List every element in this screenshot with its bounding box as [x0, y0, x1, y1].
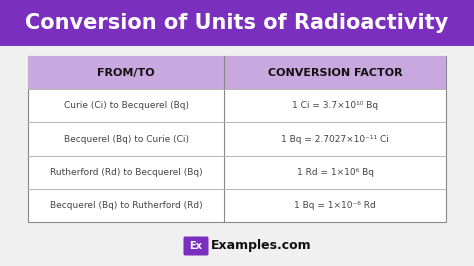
Text: Ex: Ex — [190, 241, 202, 251]
Bar — [28, 56, 446, 89]
FancyBboxPatch shape — [183, 236, 209, 256]
Text: 1 Rd = 1×10⁶ Bq: 1 Rd = 1×10⁶ Bq — [297, 168, 374, 177]
Text: Rutherford (Rd) to Becquerel (Bq): Rutherford (Rd) to Becquerel (Bq) — [50, 168, 202, 177]
Text: 1 Ci = 3.7×10¹⁰ Bq: 1 Ci = 3.7×10¹⁰ Bq — [292, 101, 378, 110]
Text: CONVERSION FACTOR: CONVERSION FACTOR — [268, 68, 402, 78]
Text: FROM/TO: FROM/TO — [98, 68, 155, 78]
Text: Becquerel (Bq) to Rutherford (Rd): Becquerel (Bq) to Rutherford (Rd) — [50, 201, 202, 210]
Bar — [28, 56, 446, 222]
Bar — [0, 0, 474, 46]
Text: Curie (Ci) to Becquerel (Bq): Curie (Ci) to Becquerel (Bq) — [64, 101, 189, 110]
Text: 1 Bq = 1×10⁻⁶ Rd: 1 Bq = 1×10⁻⁶ Rd — [294, 201, 376, 210]
Text: Becquerel (Bq) to Curie (Ci): Becquerel (Bq) to Curie (Ci) — [64, 135, 189, 143]
Text: 1 Bq = 2.7027×10⁻¹¹ Ci: 1 Bq = 2.7027×10⁻¹¹ Ci — [281, 135, 389, 143]
Text: Examples.com: Examples.com — [211, 239, 311, 252]
Text: Conversion of Units of Radioactivity: Conversion of Units of Radioactivity — [26, 13, 448, 33]
